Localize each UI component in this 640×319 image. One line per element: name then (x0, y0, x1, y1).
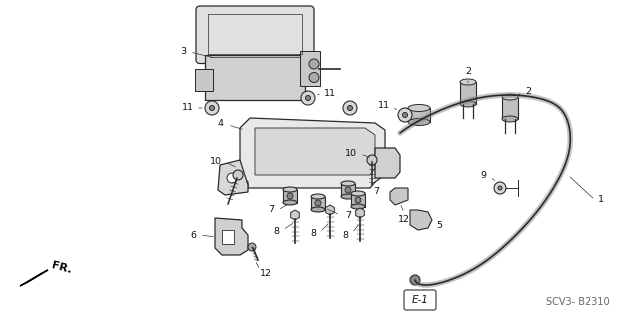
Text: 3: 3 (180, 48, 186, 56)
Circle shape (345, 187, 351, 193)
Bar (300, 50, 320, 85)
Polygon shape (390, 188, 408, 205)
Ellipse shape (460, 79, 476, 85)
Bar (460, 82, 476, 104)
Circle shape (498, 186, 502, 190)
Text: 10: 10 (210, 158, 222, 167)
Circle shape (403, 113, 408, 117)
Ellipse shape (460, 101, 476, 107)
Circle shape (315, 200, 321, 206)
Bar (195, 69, 213, 91)
Ellipse shape (502, 94, 518, 100)
Ellipse shape (311, 194, 325, 199)
Circle shape (248, 243, 256, 251)
Ellipse shape (311, 207, 325, 212)
Circle shape (287, 193, 293, 199)
Text: 11: 11 (182, 103, 194, 113)
Polygon shape (218, 160, 248, 195)
Text: 11: 11 (378, 101, 390, 110)
Circle shape (348, 106, 353, 110)
Text: 4: 4 (218, 120, 224, 129)
Circle shape (205, 101, 219, 115)
Circle shape (367, 155, 377, 165)
Text: 2: 2 (525, 86, 531, 95)
Circle shape (227, 173, 237, 183)
Bar (208, 14, 302, 54)
Polygon shape (291, 210, 300, 220)
Text: 8: 8 (310, 229, 316, 239)
Text: 12: 12 (398, 216, 410, 225)
Polygon shape (240, 118, 385, 188)
Polygon shape (215, 218, 248, 255)
Text: 5: 5 (436, 221, 442, 231)
Text: 10: 10 (345, 150, 357, 159)
Polygon shape (356, 208, 364, 218)
Circle shape (209, 106, 214, 110)
Text: 6: 6 (190, 231, 196, 240)
Polygon shape (410, 210, 432, 230)
Text: E-1: E-1 (412, 295, 428, 305)
Circle shape (494, 182, 506, 194)
FancyBboxPatch shape (404, 290, 436, 310)
Ellipse shape (408, 118, 430, 125)
Bar (283, 189, 297, 203)
Text: 7: 7 (268, 205, 274, 214)
Ellipse shape (283, 187, 297, 192)
Circle shape (305, 95, 310, 100)
Text: 2: 2 (465, 68, 471, 77)
Text: 8: 8 (342, 232, 348, 241)
Text: SCV3- B2310: SCV3- B2310 (547, 297, 610, 307)
Text: 7: 7 (373, 188, 379, 197)
Bar (351, 194, 365, 206)
Polygon shape (326, 205, 334, 215)
Circle shape (233, 170, 243, 180)
Bar (222, 230, 234, 244)
Text: 8: 8 (273, 227, 279, 236)
Circle shape (301, 91, 315, 105)
Bar (311, 197, 325, 210)
Circle shape (309, 72, 319, 83)
Circle shape (343, 101, 357, 115)
Ellipse shape (351, 204, 365, 209)
Circle shape (398, 108, 412, 122)
Circle shape (410, 275, 420, 285)
Text: FR.: FR. (50, 261, 72, 276)
Polygon shape (375, 148, 400, 178)
Ellipse shape (351, 191, 365, 196)
Bar (205, 55, 305, 100)
Ellipse shape (502, 116, 518, 122)
Ellipse shape (408, 105, 430, 112)
FancyBboxPatch shape (196, 6, 314, 63)
Text: 9: 9 (480, 170, 486, 180)
Text: 1: 1 (598, 196, 604, 204)
Circle shape (355, 197, 361, 203)
Text: 11: 11 (324, 88, 336, 98)
Text: 12: 12 (260, 270, 272, 278)
Ellipse shape (341, 181, 355, 186)
Bar (408, 108, 430, 122)
Bar (341, 183, 355, 197)
Circle shape (309, 59, 319, 69)
Ellipse shape (341, 194, 355, 199)
Ellipse shape (283, 200, 297, 205)
Polygon shape (20, 270, 48, 286)
Text: 7: 7 (345, 211, 351, 219)
Polygon shape (255, 128, 375, 175)
Bar (502, 97, 518, 119)
